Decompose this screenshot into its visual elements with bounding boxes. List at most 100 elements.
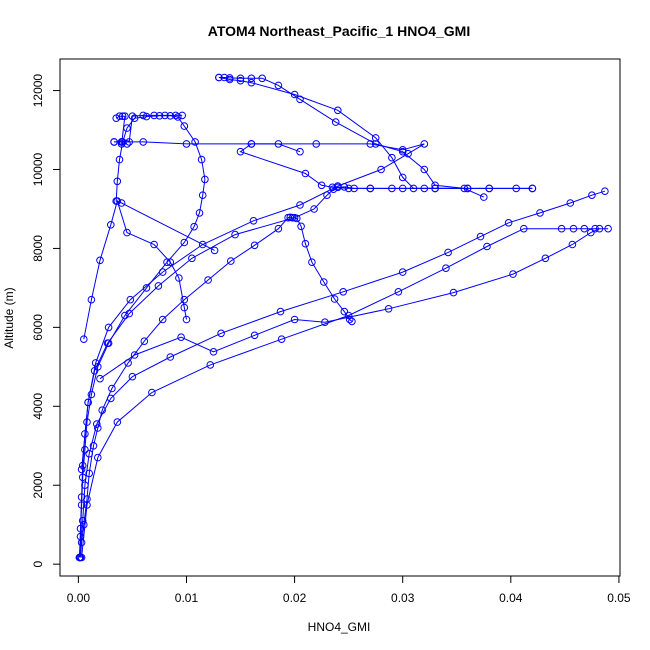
data-point [77, 465, 86, 474]
data-point [128, 112, 137, 120]
data-point [249, 217, 258, 225]
data-point [115, 112, 124, 120]
data-point [595, 224, 604, 233]
data-point [301, 169, 310, 178]
data-point [236, 74, 245, 83]
data-point [89, 442, 98, 450]
data-point [290, 90, 299, 99]
data-point [180, 122, 189, 130]
data-point [180, 303, 189, 312]
data-point [420, 165, 429, 174]
data-point [110, 138, 118, 146]
data-point [123, 140, 131, 148]
data-point [125, 138, 133, 146]
data-point [78, 516, 87, 525]
data-point [301, 239, 310, 248]
data-point [128, 372, 137, 381]
data-point [139, 111, 147, 120]
y-tick-label: 10000 [31, 152, 45, 186]
data-point [201, 175, 209, 184]
data-point [274, 81, 283, 90]
data-point [113, 177, 122, 186]
series-line [239, 143, 533, 189]
data-point [449, 288, 458, 297]
series-line [81, 141, 425, 470]
data-series [215, 73, 488, 201]
data-point [81, 481, 89, 490]
data-point [123, 228, 131, 237]
data-point [480, 193, 488, 201]
data-point [566, 199, 575, 207]
data-point [83, 501, 91, 509]
data-point [290, 315, 299, 324]
data-point [80, 335, 88, 344]
data-point [115, 155, 124, 164]
y-tick-label: 4000 [31, 393, 45, 420]
data-point [225, 75, 234, 84]
data-point [247, 74, 256, 83]
data-point [150, 111, 158, 120]
data-point [87, 295, 96, 304]
data-point [227, 257, 235, 265]
data-point [77, 493, 86, 501]
data-point [81, 445, 89, 454]
x-tick-label: 0.02 [283, 591, 307, 605]
data-point [334, 182, 342, 190]
data-point [344, 184, 353, 193]
data-point [388, 153, 396, 162]
data-series [77, 224, 612, 562]
data-point [75, 553, 84, 562]
data-point [198, 240, 207, 249]
data-point [91, 359, 100, 367]
y-axis: 0 2000 4000 6000 8000 10000 12000 [31, 74, 61, 568]
y-tick-label: 2000 [31, 472, 45, 499]
data-point [509, 270, 517, 278]
series-line [79, 186, 533, 558]
data-point [85, 469, 93, 478]
data-point [180, 295, 189, 304]
data-point [93, 420, 101, 428]
data-point [126, 295, 135, 304]
data-series [77, 138, 429, 474]
series-line [81, 228, 609, 558]
data-point [103, 339, 112, 348]
data-point [334, 106, 342, 115]
data-point [140, 337, 149, 346]
series-line [83, 199, 187, 340]
data-point [310, 205, 318, 213]
data-point [210, 246, 219, 255]
data-point [398, 184, 407, 193]
data-point [166, 353, 175, 361]
data-point [206, 361, 215, 369]
data-point [476, 232, 485, 241]
data-point [77, 553, 86, 562]
data-point [328, 183, 337, 192]
y-axis-label: Altitude (m) [2, 287, 16, 348]
data-point [107, 221, 115, 229]
data-point [431, 184, 439, 193]
data-point [130, 351, 139, 359]
data-point [209, 348, 218, 356]
data-point [308, 258, 316, 267]
x-tick-label: 0.04 [499, 591, 523, 605]
data-point [247, 140, 256, 148]
data-point [195, 209, 204, 217]
data-point [250, 241, 259, 250]
y-tick-label: 12000 [31, 74, 45, 108]
data-point [371, 140, 380, 148]
data-point [161, 111, 169, 120]
data-point [312, 140, 321, 148]
data-point [174, 113, 182, 121]
data-point [142, 284, 151, 292]
data-point [166, 258, 175, 267]
data-point [398, 146, 407, 154]
data-point [384, 305, 393, 313]
data-series [215, 73, 472, 193]
data-point [236, 76, 245, 85]
data-point [94, 424, 102, 432]
data-point [182, 315, 191, 324]
data-point [76, 524, 85, 533]
data-point [274, 140, 283, 148]
data-point [296, 147, 304, 156]
